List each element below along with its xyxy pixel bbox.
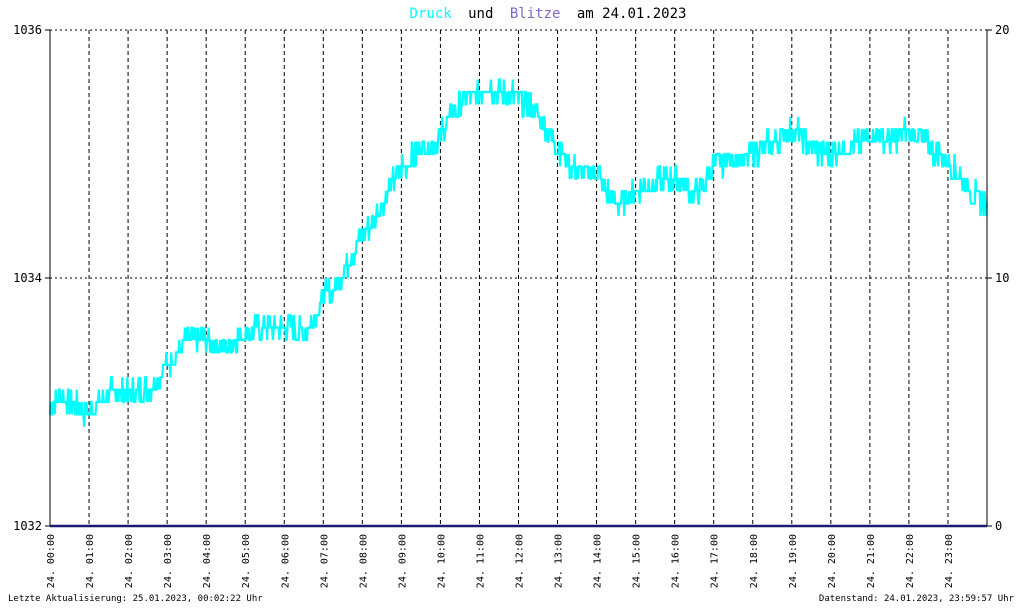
grid-lines bbox=[50, 29, 987, 526]
x-axis-tick-label: 24. 21:00 bbox=[866, 534, 877, 588]
x-axis-tick-label: 24. 20:00 bbox=[827, 534, 838, 588]
x-axis-tick-label: 24. 09:00 bbox=[397, 534, 408, 588]
x-axis-tick-label: 24. 17:00 bbox=[710, 534, 721, 588]
left-axis-tick-label: 1036 bbox=[13, 23, 42, 37]
x-axis-tick-label: 24. 08:00 bbox=[358, 534, 369, 588]
x-axis-tick-label: 24. 19:00 bbox=[788, 534, 799, 588]
title-word-und: und bbox=[468, 6, 493, 22]
footer-data-status: Datenstand: 24.01.2023, 23:59:57 Uhr bbox=[819, 594, 1015, 604]
x-axis-tick-label: 24. 22:00 bbox=[905, 534, 916, 588]
pressure-series-line bbox=[48, 78, 989, 427]
right-axis-tick-label: 10 bbox=[995, 271, 1009, 285]
x-axis-tick-label: 24. 18:00 bbox=[749, 534, 760, 588]
x-axis-tick-label: 24. 04:00 bbox=[202, 534, 213, 588]
series-layer bbox=[48, 78, 989, 528]
title-word-date: am 24.01.2023 bbox=[577, 6, 687, 22]
x-axis-tick-label: 24. 01:00 bbox=[85, 534, 96, 588]
footer-last-update: Letzte Aktualisierung: 25.01.2023, 00:02… bbox=[8, 594, 263, 604]
right-axis-tick-label: 20 bbox=[995, 23, 1009, 37]
x-axis-tick-label: 24. 06:00 bbox=[280, 534, 291, 588]
x-axis-tick-label: 24. 05:00 bbox=[241, 534, 252, 588]
x-axis-tick-label: 24. 14:00 bbox=[593, 534, 604, 588]
x-axis-tick-label: 24. 15:00 bbox=[632, 534, 643, 588]
x-axis-tick-label: 24. 00:00 bbox=[46, 534, 57, 588]
x-axis-tick-label: 24. 12:00 bbox=[515, 534, 526, 588]
x-axis-tick-label: 24. 23:00 bbox=[944, 534, 955, 588]
left-axis-tick-label: 1032 bbox=[13, 519, 42, 533]
x-axis-tick-label: 24. 07:00 bbox=[319, 534, 330, 588]
title-word-blitze: Blitze bbox=[510, 6, 561, 22]
right-axis-tick-label: 0 bbox=[995, 519, 1002, 533]
x-axis-tick-label: 24. 13:00 bbox=[554, 534, 565, 588]
x-axis-tick-label: 24. 03:00 bbox=[163, 534, 174, 588]
x-axis-tick-label: 24. 11:00 bbox=[476, 534, 487, 588]
left-axis-tick-label: 1034 bbox=[13, 271, 42, 285]
x-axis-tick-label: 24. 10:00 bbox=[436, 534, 447, 588]
title-word-druck: Druck bbox=[410, 6, 453, 22]
x-axis-tick-label: 24. 16:00 bbox=[671, 534, 682, 588]
chart-title: Druck und Blitze am 24.01.2023 bbox=[410, 6, 687, 22]
x-axis-tick-label: 24. 02:00 bbox=[124, 534, 135, 588]
tick-labels: 1032 1034 1036 0 10 20 24. 00:00 24. 01:00 24. 0… bbox=[13, 23, 1009, 588]
